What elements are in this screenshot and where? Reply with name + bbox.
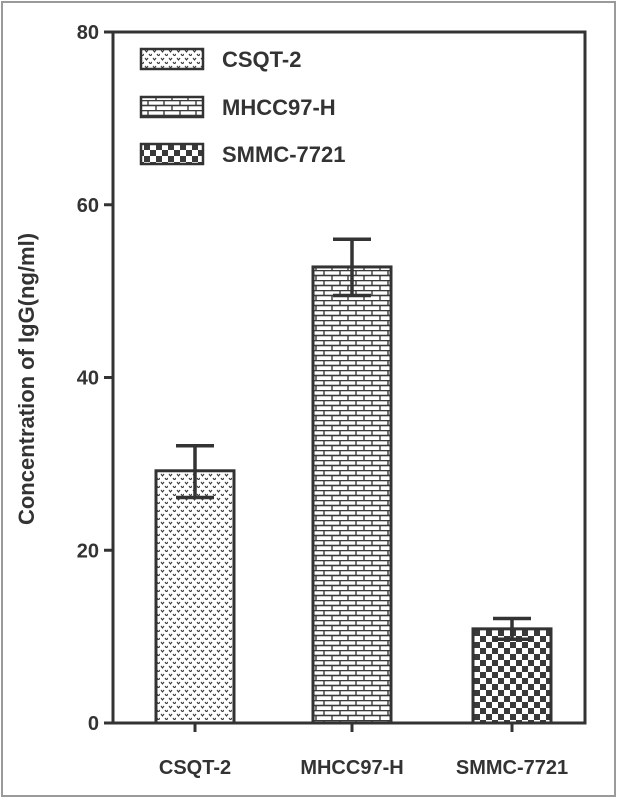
y-axis-ticks: 0 20 40 60 80: [77, 22, 113, 735]
y-tick-label: 40: [77, 368, 99, 390]
legend-label: CSQT-2: [222, 47, 301, 72]
x-tick-label: MHCC97-H: [300, 757, 403, 779]
x-tick-label: CSQT-2: [159, 757, 231, 779]
bar-csqt-2: [154, 469, 236, 725]
legend-label: SMMC-7721: [222, 142, 345, 167]
legend-swatch: [139, 142, 205, 166]
bar-smmc-7721: [471, 627, 553, 725]
legend-swatch: [139, 47, 205, 71]
bars: [154, 265, 553, 725]
legend: CSQT-2 MHCC97-H SMMC-7721: [139, 47, 345, 167]
y-tick-label: 80: [77, 22, 99, 44]
error-bars: [176, 237, 531, 641]
y-tick-label: 0: [88, 713, 99, 735]
y-tick-label: 60: [77, 195, 99, 217]
legend-swatch: [139, 95, 205, 119]
bar-mhcc97-h: [311, 265, 393, 725]
y-axis-title: Concentration of IgG(ng/ml): [14, 233, 39, 525]
y-tick-label: 20: [77, 540, 99, 562]
x-tick-label: SMMC-7721: [456, 757, 568, 779]
x-axis-tick-labels: CSQT-2 MHCC97-H SMMC-7721: [159, 723, 568, 779]
legend-label: MHCC97-H: [222, 95, 336, 120]
